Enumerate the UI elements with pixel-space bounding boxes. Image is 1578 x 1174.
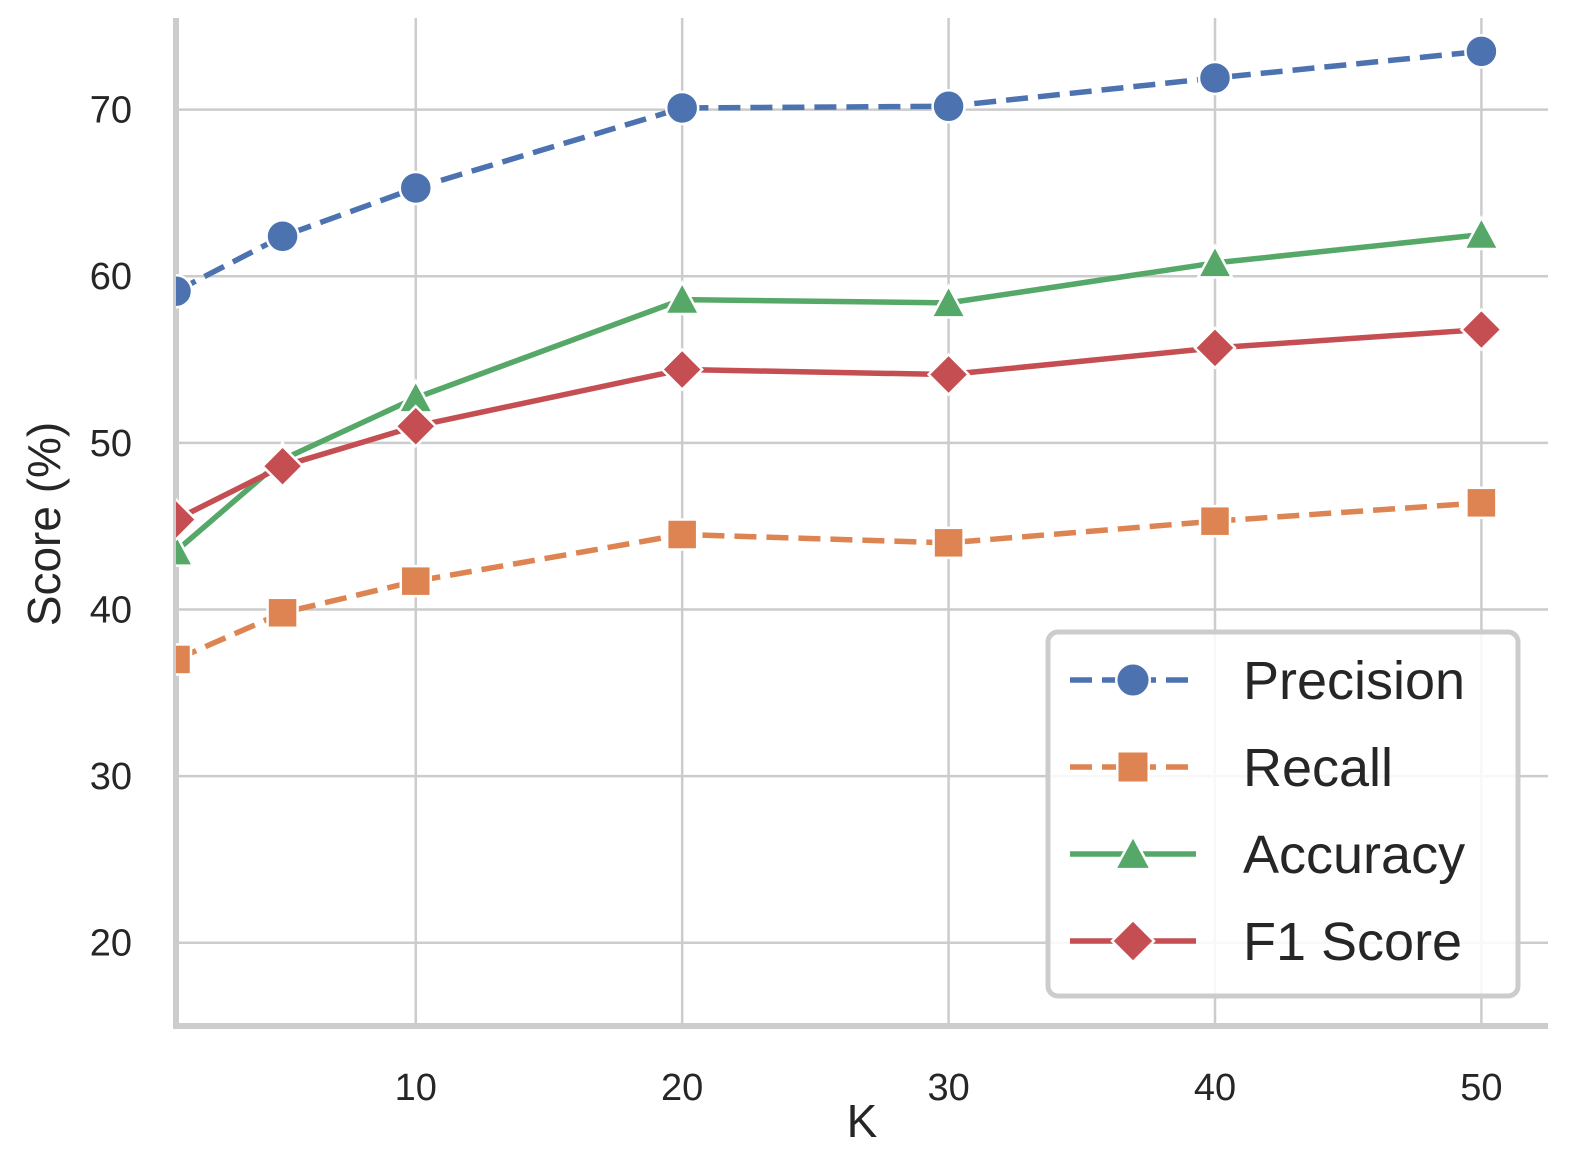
legend-item-recall: Recall <box>1070 738 1393 798</box>
legend-box <box>1045 629 1521 999</box>
data-point-precision <box>176 273 194 309</box>
legend-label-precision: Precision <box>1243 651 1465 711</box>
data-point-accuracy <box>663 279 702 316</box>
y-tick-label: 60 <box>90 256 132 298</box>
data-point-precision <box>1197 60 1233 96</box>
y-tick-label: 30 <box>90 756 132 798</box>
data-point-f1-score <box>393 404 438 448</box>
legend-marker-accuracy <box>1113 833 1153 871</box>
y-tick-label: 50 <box>90 423 132 465</box>
data-point-precision <box>398 170 434 206</box>
legend-label-f1-score: F1 Score <box>1243 912 1462 972</box>
data-point-accuracy <box>1195 243 1235 279</box>
data-point-accuracy <box>929 283 968 319</box>
data-point-recall <box>1465 486 1498 520</box>
data-point-accuracy <box>1462 214 1501 251</box>
data-point-precision <box>265 219 300 254</box>
x-tick-label: 20 <box>661 1067 703 1109</box>
x-tick-label: 50 <box>1460 1067 1502 1109</box>
y-tick-label: 20 <box>90 923 132 965</box>
legend-item-f1-score: F1 Score <box>1070 912 1462 972</box>
data-point-f1-score <box>176 497 198 542</box>
data-point-precision <box>1464 34 1499 69</box>
series-f1-score <box>176 307 1504 542</box>
data-point-precision <box>664 90 700 126</box>
legend-label-accuracy: Accuracy <box>1243 825 1465 885</box>
data-point-accuracy <box>176 531 196 567</box>
legend-marker-f1-score <box>1110 918 1156 964</box>
data-point-f1-score <box>926 352 971 397</box>
legend-item-precision: Precision <box>1070 651 1465 711</box>
series-layer <box>176 34 1504 676</box>
legend-marker-recall <box>1116 750 1150 784</box>
y-tick-label: 40 <box>90 589 132 631</box>
legend-item-accuracy: Accuracy <box>1070 825 1465 885</box>
legend: Precision Recall Accuracy F1 Score <box>1045 629 1521 999</box>
legend-label-recall: Recall <box>1243 738 1393 798</box>
data-point-f1-score <box>1459 307 1504 352</box>
y-axis-title: Score (%) <box>18 422 70 626</box>
data-point-recall <box>665 518 699 551</box>
tick-labels: 10 20 30 40 50 20 30 40 50 60 70 <box>90 90 1503 1109</box>
data-point-recall <box>1198 504 1232 538</box>
x-tick-label: 10 <box>395 1067 437 1109</box>
data-point-recall <box>176 643 193 676</box>
x-tick-label: 40 <box>1194 1067 1236 1109</box>
series-recall <box>176 486 1498 676</box>
data-point-f1-score <box>660 347 704 392</box>
x-tick-label: 30 <box>927 1067 969 1109</box>
series-precision <box>176 34 1499 309</box>
data-point-recall <box>266 596 299 630</box>
data-point-recall <box>399 564 433 598</box>
data-point-f1-score <box>260 444 305 488</box>
data-point-precision <box>931 89 966 124</box>
data-point-f1-score <box>1193 326 1237 370</box>
x-axis-title: K <box>847 1095 878 1147</box>
legend-marker-precision <box>1114 661 1152 699</box>
data-point-recall <box>932 526 965 560</box>
y-tick-label: 70 <box>90 90 132 132</box>
